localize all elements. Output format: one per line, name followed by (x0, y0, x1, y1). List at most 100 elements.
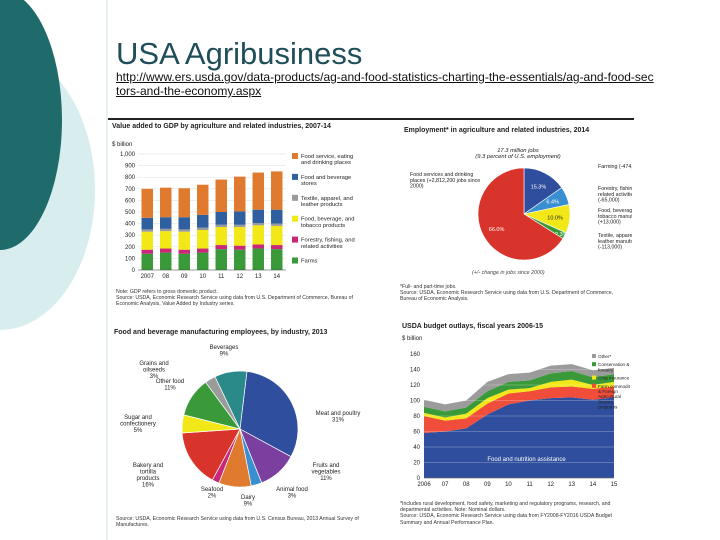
food-mfg-slice-label: Dairy (241, 495, 255, 501)
budget-area-series (424, 386, 614, 434)
gdp-bar-segment (160, 187, 172, 218)
employment-slice-pct: 10.0% (547, 215, 563, 221)
budget-y-tick-label: 60 (413, 430, 420, 436)
food-mfg-source: Source: USDA, Economic Research Service … (116, 516, 359, 529)
gdp-x-tick-label: 09 (181, 274, 188, 280)
employment-slice-label: places (+2,812,200 jobs since (410, 178, 480, 184)
gdp-bar-segment (271, 249, 283, 270)
gdp-bar-segment (252, 248, 264, 270)
budget-legend-swatch (592, 375, 596, 380)
gdp-y-axis-label: $ billion (112, 142, 132, 148)
slide-title: USA Agribusiness (116, 36, 363, 71)
budget-x-tick-label: 10 (505, 482, 512, 488)
gdp-bar-segment (252, 172, 264, 210)
gdp-bar-segment (252, 244, 264, 249)
food-mfg-slice-label: Seafood (201, 487, 223, 493)
budget-legend-label: Farm commodity (598, 384, 630, 389)
budget-y-tick-label: 160 (410, 352, 421, 358)
gdp-bar-segment (178, 249, 190, 254)
gdp-bar-segment (178, 229, 190, 232)
budget-x-tick-label: 2006 (417, 482, 431, 488)
gdp-y-tick-label: 0 (132, 268, 136, 274)
food-mfg-slice-label: confectionery (120, 422, 156, 428)
budget-y-tick-label: 140 (410, 368, 421, 374)
food-mfg-pie-slice (214, 370, 248, 431)
food-mfg-pie-slice (181, 428, 241, 481)
food-mfg-slice-pct: 9% (244, 502, 253, 508)
gdp-x-tick-label: 14 (273, 274, 280, 280)
budget-area-chart: $ billion 0 20 40 60 80 100 120 140 160 2006 07 08 09… (402, 336, 630, 488)
gdp-source-text: Source: USDA, Economic Research Service … (116, 295, 353, 308)
gdp-x-tick-label: 2007 (141, 274, 155, 280)
food-mfg-slice-label: tortilla (140, 470, 157, 476)
gdp-bar-segment (215, 227, 227, 246)
gdp-y-tick-label: 700 (125, 187, 136, 193)
food-mfg-slice-label: Other food (156, 379, 184, 385)
gdp-bar-segment (178, 188, 190, 218)
infographic-panel: Value added to GDP by agriculture and re… (108, 118, 634, 536)
budget-y-tick-label: 120 (410, 383, 421, 389)
food-mfg-slice-label: products (136, 476, 159, 482)
gdp-bar-segment (271, 171, 283, 210)
gdp-bar-segment (141, 217, 153, 230)
budget-x-tick-label: 08 (463, 482, 470, 488)
food-mfg-slice-label: Beverages (210, 345, 239, 351)
gdp-bar-segment (271, 245, 283, 250)
budget-source-text: Source: USDA, Economic Research Service … (400, 513, 612, 526)
gdp-legend-swatch (292, 173, 298, 180)
gdp-y-tick-label: 800 (125, 175, 136, 181)
employment-note: *Full- and part-time jobs. Source: USDA,… (400, 284, 630, 303)
gdp-bar-segment (141, 253, 153, 270)
budget-x-tick-label: 07 (442, 482, 449, 488)
gdp-legend-swatch (292, 215, 298, 222)
gdp-bar-segment (160, 231, 172, 249)
employment-slice-label: Textile, apparel, and (598, 233, 632, 239)
employment-slice-label: Food, beverage, and (598, 208, 632, 214)
gdp-bar-segment (197, 214, 209, 228)
budget-chart-title: USDA budget outlays, fiscal years 2006-1… (402, 323, 543, 330)
gdp-bar-segment (252, 225, 264, 245)
gdp-bar-segment (234, 176, 246, 212)
employment-jobs-share: (9.3 percent of U.S. employment) (475, 154, 560, 160)
gdp-note: Note: GDP refers to gross domestic produ… (116, 289, 366, 308)
employment-slice-pct: 2.3% (555, 232, 568, 238)
gdp-y-tick-label: 300 (125, 233, 136, 239)
gdp-chart-title: Value added to GDP by agriculture and re… (112, 123, 331, 130)
gdp-bar-segment (215, 212, 227, 225)
budget-y-tick-label: 80 (413, 414, 420, 420)
budget-legend-swatch (592, 383, 596, 388)
employment-slice-label: tobacco manufacturing (598, 214, 632, 220)
gdp-bar-segment (215, 249, 227, 270)
food-mfg-slice-pct: 9% (220, 352, 229, 358)
gdp-bar-segment (178, 217, 190, 230)
food-mfg-slice-label: Bakery and (133, 463, 163, 469)
budget-y-tick-label: 100 (410, 399, 421, 405)
food-mfg-chart-title: Food and beverage manufacturing employee… (114, 329, 328, 336)
employment-slice-label: Forestry, fishing and (598, 186, 632, 192)
gdp-x-tick-label: 10 (199, 274, 206, 280)
employment-slice-pct: 66.0% (489, 227, 505, 233)
budget-area-label: Food and nutrition assistance (487, 457, 566, 463)
gdp-y-tick-label: 200 (125, 245, 136, 251)
employment-slice-label: 2000) (410, 184, 424, 190)
gdp-bar-segment (141, 231, 153, 250)
budget-legend-swatch (592, 354, 596, 358)
gdp-bar-segment (271, 225, 283, 246)
gdp-y-tick-label: 500 (125, 210, 136, 216)
budget-legend-label: Other* (598, 354, 611, 359)
budget-legend-label: programs (598, 405, 618, 410)
food-mfg-pie-slice (239, 371, 299, 458)
budget-area-series (424, 379, 614, 421)
gdp-y-tick-label: 900 (125, 164, 136, 170)
gdp-x-tick-label: 08 (162, 274, 169, 280)
source-link[interactable]: http://www.ers.usda.gov/data-products/ag… (116, 70, 654, 98)
budget-legend-swatch (592, 362, 596, 367)
gdp-legend-swatch (292, 257, 298, 264)
employment-footnote: (+/- change in jobs since 2000) (472, 270, 545, 276)
gdp-bar-segment (141, 229, 153, 232)
budget-x-tick-label: 11 (526, 482, 533, 488)
food-mfg-slice-label: vegetables (311, 470, 340, 476)
gdp-legend-label: Forestry, fishing, and (301, 238, 355, 244)
employment-slice-pct: 15.3% (531, 184, 547, 190)
